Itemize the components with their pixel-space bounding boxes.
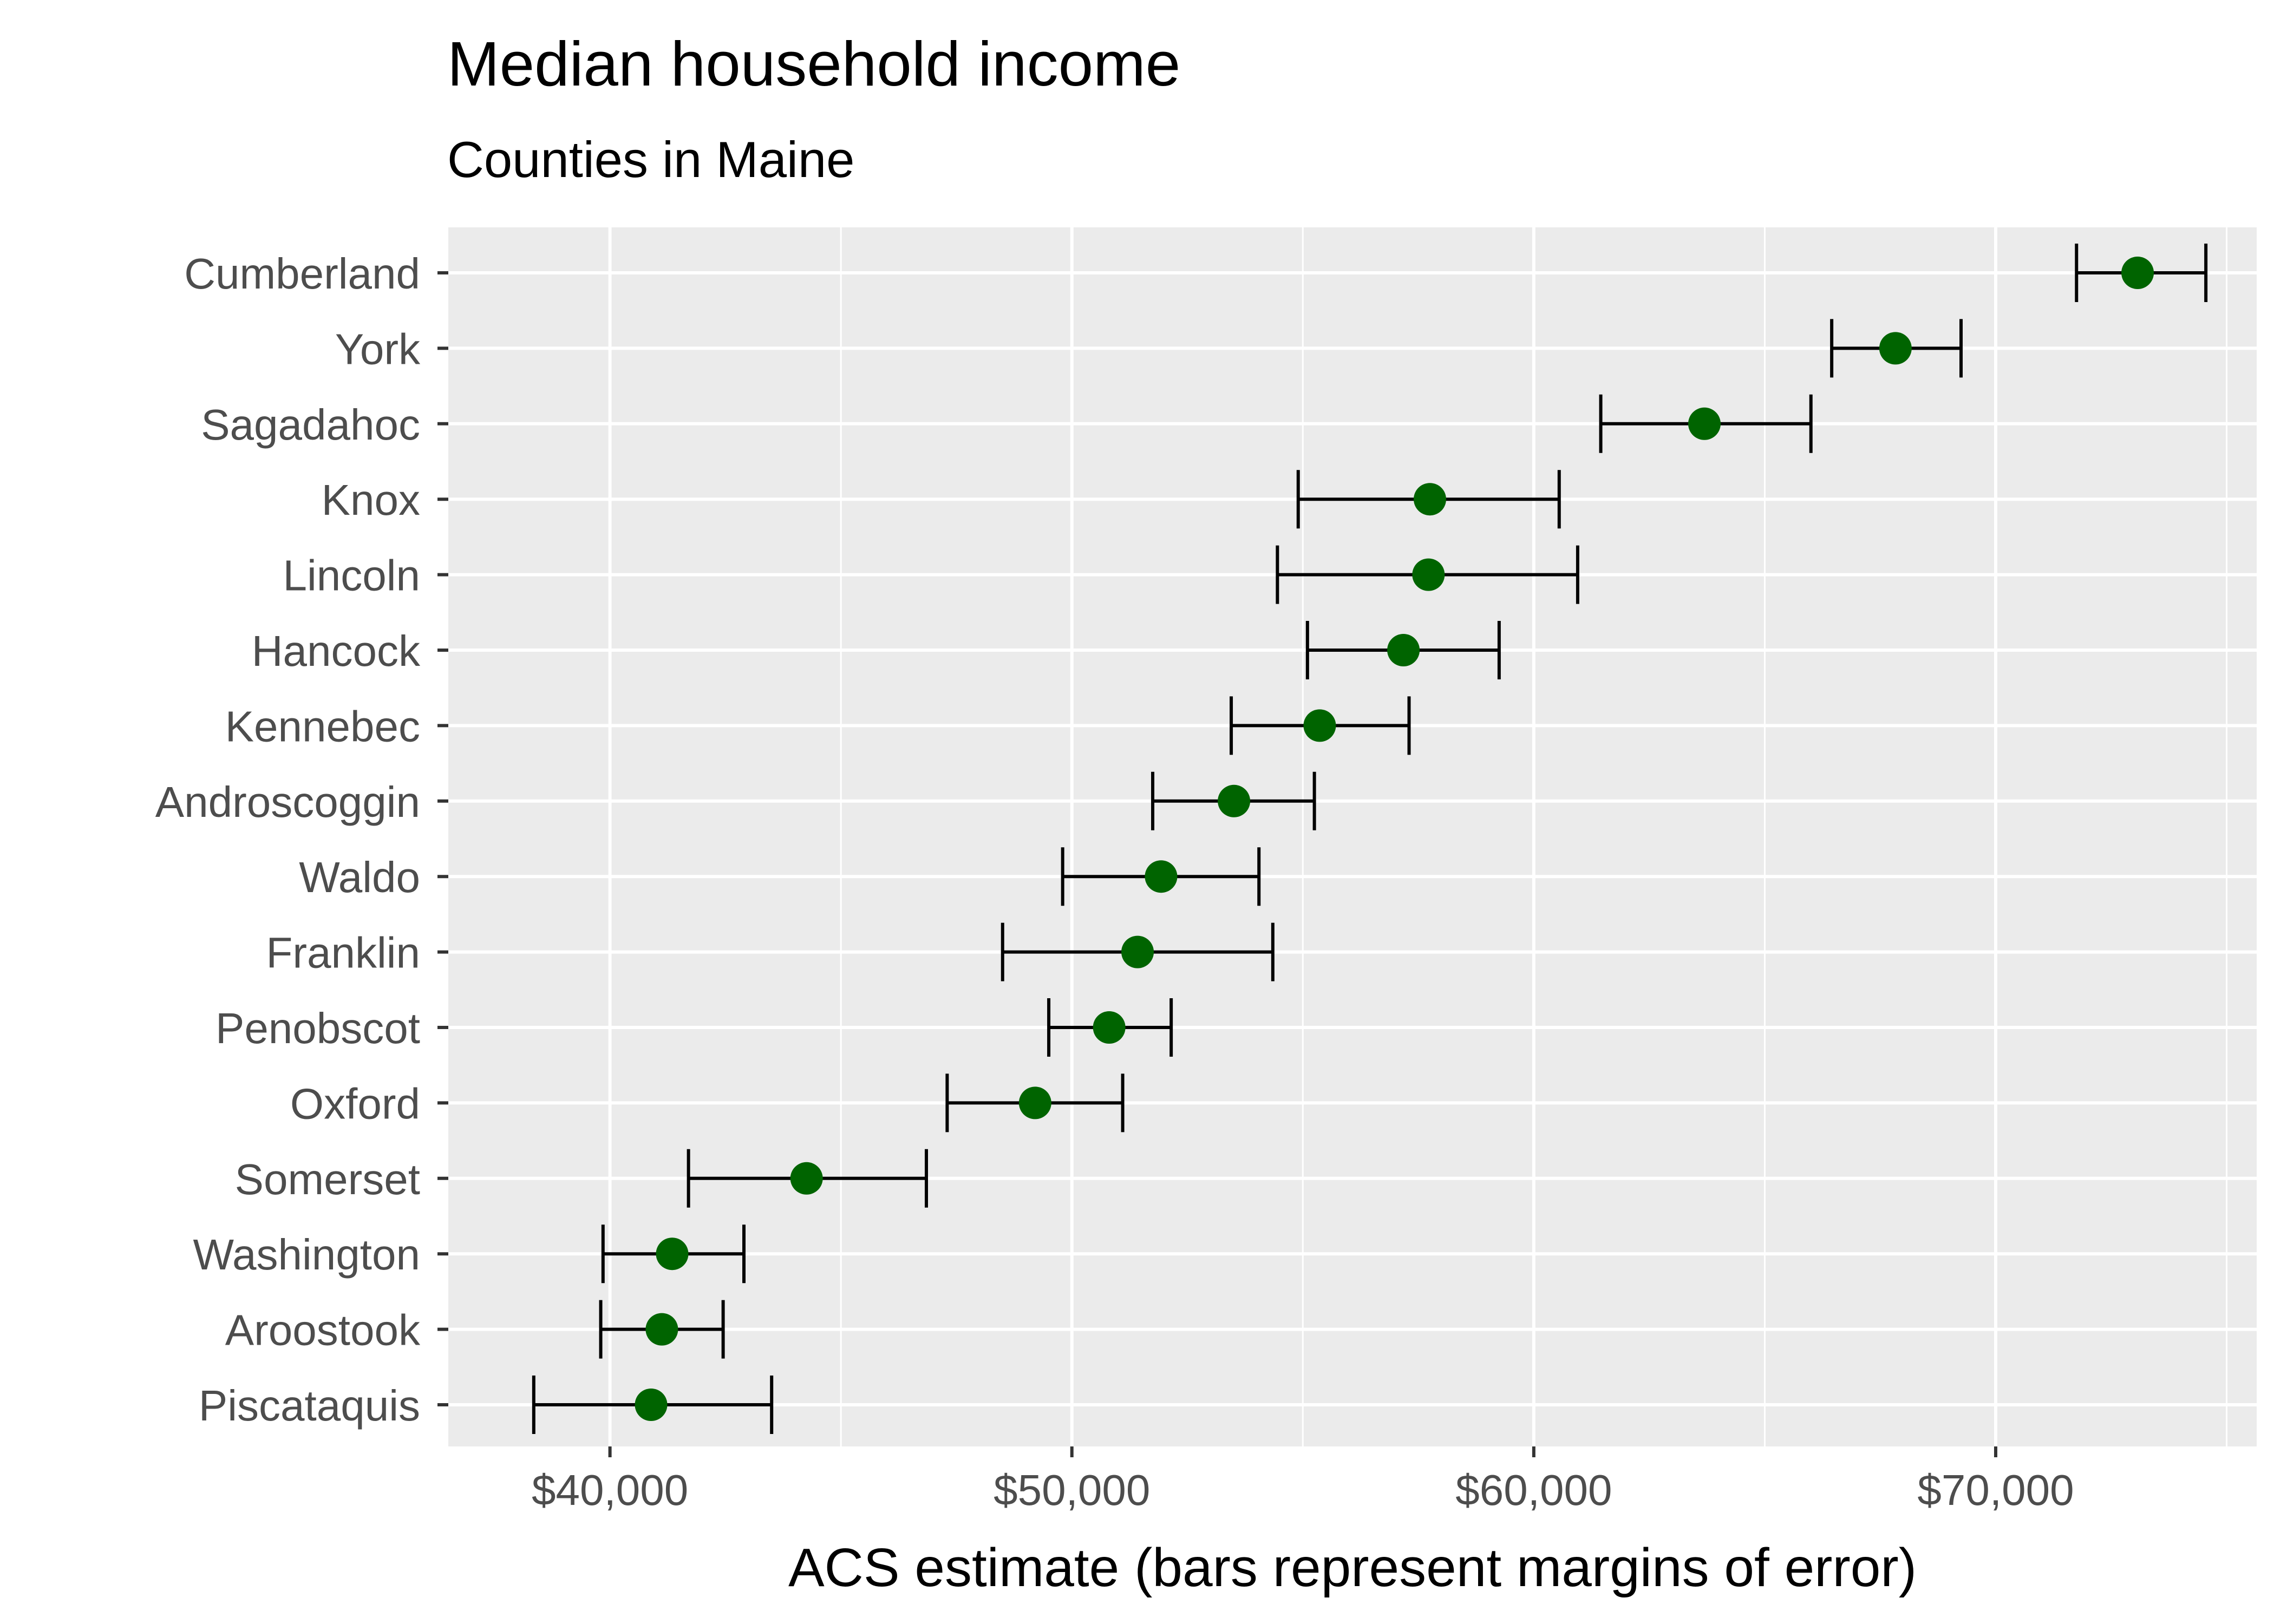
y-tick-label: Kennebec [225, 702, 420, 750]
plot-panel [448, 227, 2257, 1446]
x-tick-label: $40,000 [532, 1466, 688, 1514]
y-tick-label: Piscataquis [199, 1381, 420, 1430]
estimate-point [1412, 558, 1445, 591]
y-tick-label: Hancock [252, 627, 421, 675]
y-tick-label: Androscoggin [155, 778, 420, 826]
y-tick-label: York [335, 325, 421, 373]
y-tick-label: Oxford [290, 1079, 420, 1128]
estimate-point [1413, 483, 1446, 516]
estimate-point [790, 1162, 823, 1195]
estimate-point [1093, 1011, 1126, 1044]
y-tick-label: Lincoln [283, 552, 420, 600]
estimate-point [1303, 709, 1336, 742]
estimate-point [1688, 407, 1721, 440]
y-tick-label: Sagadahoc [201, 401, 420, 449]
estimate-point [1387, 634, 1420, 666]
x-axis-title: ACS estimate (bars represent margins of … [788, 1537, 1917, 1598]
y-tick-label: Somerset [235, 1155, 420, 1203]
chart-title: Median household income [447, 29, 1180, 99]
y-tick-label: Penobscot [215, 1004, 420, 1052]
estimate-point [2121, 257, 2154, 289]
x-tick-label: $70,000 [1917, 1466, 2074, 1514]
y-tick-label: Washington [193, 1230, 421, 1279]
estimate-point [1121, 935, 1154, 968]
estimate-points [635, 257, 2154, 1421]
y-tick-label: Franklin [266, 929, 420, 977]
y-tick-label: Aroostook [225, 1306, 421, 1354]
estimate-point [1145, 860, 1178, 893]
y-tick-label: Knox [322, 476, 420, 524]
y-tick-label: Waldo [299, 853, 420, 901]
estimate-point [1879, 332, 1912, 365]
y-tick-label: Cumberland [184, 250, 420, 298]
x-tick-label: $60,000 [1455, 1466, 1612, 1514]
estimate-point [635, 1389, 668, 1421]
chart-subtitle: Counties in Maine [447, 131, 854, 188]
y-axis: Cumberland York Sagadahoc Knox Lincoln Hancoc… [155, 250, 448, 1430]
estimate-point [1218, 784, 1251, 817]
estimate-point [645, 1313, 678, 1346]
estimate-point [656, 1237, 689, 1271]
x-tick-label: $50,000 [994, 1466, 1150, 1514]
estimate-point [1018, 1086, 1051, 1119]
x-axis: $40,000 $50,000 $60,000 $70,000 [532, 1446, 2074, 1514]
